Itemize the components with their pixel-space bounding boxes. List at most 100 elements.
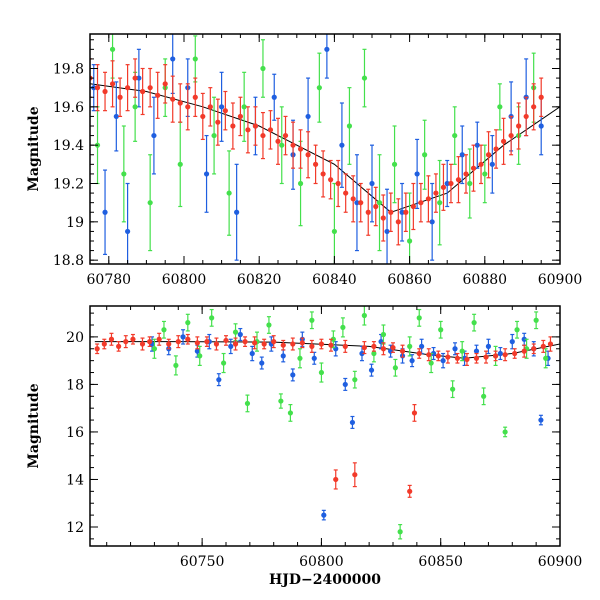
bottom-series-red	[94, 332, 554, 498]
bottom-data-point	[216, 377, 222, 383]
bottom-data-point	[228, 343, 234, 349]
bottom-series-green	[151, 306, 549, 540]
top-data-point	[177, 100, 183, 106]
top-x-tick-label: 60800	[162, 272, 207, 288]
bottom-data-point	[271, 339, 277, 345]
top-data-point	[418, 200, 424, 206]
bottom-data-point	[492, 353, 499, 359]
top-data-point	[151, 132, 157, 139]
top-data-point	[192, 94, 198, 100]
bottom-data-point	[380, 331, 387, 338]
bottom-data-point	[213, 341, 220, 347]
top-data-point	[234, 209, 240, 215]
bottom-data-point	[280, 342, 286, 348]
bottom-data-point	[311, 355, 317, 361]
top-data-point	[455, 177, 462, 183]
bottom-data-point	[483, 354, 489, 360]
top-data-point	[335, 180, 341, 187]
bottom-data-point	[361, 312, 367, 319]
bottom-data-point	[161, 327, 167, 333]
top-data-point	[147, 85, 153, 91]
top-data-point	[391, 161, 398, 167]
bottom-data-point	[419, 343, 425, 349]
top-data-point	[399, 209, 405, 215]
bottom-data-point	[361, 344, 367, 351]
bottom-data-point	[147, 339, 153, 345]
top-data-point	[109, 46, 116, 52]
bottom-data-point	[221, 360, 227, 366]
bottom-x-tick-label: 60800	[299, 554, 344, 570]
bottom-data-point	[473, 355, 480, 361]
top-data-point	[102, 88, 108, 95]
bottom-data-point	[497, 350, 503, 357]
top-data-point	[200, 113, 206, 120]
bottom-data-point	[185, 336, 191, 342]
top-plot-frame	[89, 33, 561, 265]
top-data-point	[185, 104, 191, 110]
top-data-point	[222, 108, 228, 114]
bottom-data-point	[409, 358, 415, 364]
bottom-data-point	[321, 512, 327, 518]
bottom-data-point	[471, 320, 477, 326]
top-data-point	[425, 196, 431, 202]
bottom-data-point	[259, 360, 265, 366]
bottom-data-point	[416, 315, 422, 321]
bottom-data-point	[280, 353, 286, 359]
bottom-data-point	[232, 329, 239, 335]
top-data-point	[516, 123, 522, 129]
top-data-point	[463, 171, 469, 177]
bottom-data-point	[368, 367, 375, 373]
top-data-point	[241, 104, 247, 110]
top-data-point	[245, 127, 251, 133]
top-y-tick-label: 19	[66, 215, 84, 231]
top-data-point	[339, 142, 345, 148]
top-data-point	[102, 209, 108, 215]
top-data-point	[211, 132, 217, 139]
bottom-data-point	[352, 472, 358, 478]
bottom-data-point	[473, 348, 480, 354]
bottom-data-point	[244, 400, 251, 407]
bottom-data-point	[450, 386, 456, 392]
bottom-data-point	[342, 343, 348, 349]
top-data-point	[380, 215, 386, 221]
bottom-data-point	[278, 398, 284, 404]
top-data-point	[384, 228, 390, 235]
top-data-point	[437, 200, 443, 206]
bottom-data-point	[445, 354, 451, 360]
top-data-point	[440, 184, 447, 190]
top-data-point	[493, 146, 499, 152]
top-data-point	[215, 119, 221, 125]
top-data-point	[410, 203, 416, 210]
top-data-point	[395, 219, 401, 225]
top-data-point	[177, 161, 183, 167]
bottom-data-point	[116, 343, 122, 349]
bottom-x-tick-label: 60900	[538, 554, 583, 570]
top-data-point	[444, 180, 450, 187]
top-data-point	[361, 75, 368, 81]
bottom-data-point	[340, 324, 346, 330]
top-data-point	[422, 152, 428, 158]
bottom-data-point	[543, 355, 549, 361]
top-data-point	[358, 200, 364, 206]
top-data-point	[313, 161, 319, 167]
top-data-point	[147, 200, 153, 206]
bottom-y-tick-label: 12	[66, 520, 84, 536]
top-data-point	[117, 94, 123, 100]
bottom-data-point	[173, 362, 179, 369]
bottom-data-point	[359, 350, 365, 357]
top-data-point	[482, 171, 488, 177]
top-data-point	[132, 75, 138, 81]
bottom-data-point	[371, 350, 377, 357]
bottom-data-point	[123, 339, 129, 345]
top-data-point	[297, 180, 304, 187]
bottom-data-point	[333, 476, 339, 483]
top-data-point	[192, 56, 198, 62]
bottom-data-point	[299, 340, 305, 346]
bottom-data-point	[485, 343, 492, 349]
top-data-point	[230, 123, 236, 129]
top-data-point	[162, 81, 168, 87]
top-data-point	[136, 75, 142, 81]
bottom-data-point	[156, 336, 162, 342]
bottom-y-axis-label: Magnitude	[26, 383, 42, 468]
bottom-data-point	[512, 350, 518, 357]
